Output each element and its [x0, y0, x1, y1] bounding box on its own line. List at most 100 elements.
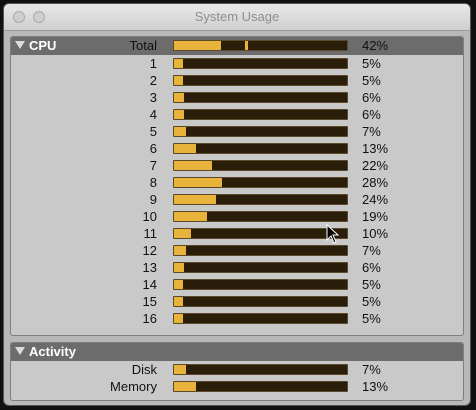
cpu-core-label: 9: [149, 192, 157, 207]
cpu-core-label: 1: [149, 56, 157, 71]
cpu-core-usage-bar: [173, 211, 348, 222]
cpu-core-row: 4 6%: [11, 106, 463, 123]
cpu-core-usage-bar-fill: [174, 263, 185, 272]
cpu-core-percent: 5%: [362, 73, 381, 88]
cpu-core-row: 3 6%: [11, 89, 463, 106]
cpu-section-header[interactable]: CPU Total 42%: [11, 37, 463, 55]
cpu-core-label: 13: [142, 260, 157, 275]
activity-memory-row: Memory 13%: [11, 378, 463, 395]
cpu-core-usage-bar: [173, 143, 348, 154]
cpu-core-usage-bar-fill: [174, 280, 183, 289]
cpu-core-percent: 5%: [362, 277, 381, 292]
cpu-core-usage-bar: [173, 58, 348, 69]
activity-section-title: Activity: [29, 344, 76, 359]
cpu-core-usage-bar: [173, 296, 348, 307]
cpu-core-percent: 7%: [362, 124, 381, 139]
cpu-core-label: 4: [149, 107, 157, 122]
cpu-core-label: 8: [149, 175, 157, 190]
cpu-core-usage-bar-fill: [174, 212, 207, 221]
cpu-core-row: 12 7%: [11, 242, 463, 259]
cpu-core-row: 14 5%: [11, 276, 463, 293]
cpu-core-row: 8 28%: [11, 174, 463, 191]
cpu-core-row: 5 7%: [11, 123, 463, 140]
cpu-core-usage-bar: [173, 279, 348, 290]
cpu-core-percent: 22%: [362, 158, 389, 173]
system-usage-window: System Usage CPU Total 42% 1 5% 2 5% 3 6% 4 6% 5…: [3, 3, 471, 406]
cpu-core-label: 16: [142, 311, 157, 326]
cpu-core-row: 6 13%: [11, 140, 463, 157]
activity-disk-usage-bar-fill: [174, 365, 187, 374]
cpu-core-usage-bar: [173, 109, 348, 120]
cpu-section-title: CPU: [29, 38, 57, 53]
cpu-core-label: 5: [149, 124, 157, 139]
activity-memory-usage-bar: [173, 381, 348, 392]
cpu-core-percent: 5%: [362, 56, 381, 71]
cpu-core-row: 1 5%: [11, 55, 463, 72]
cpu-core-usage-bar: [173, 126, 348, 137]
cpu-core-label: 12: [142, 243, 157, 258]
cpu-total-bar-fill: [174, 41, 221, 50]
cpu-core-label: 6: [149, 141, 157, 156]
cpu-core-usage-bar: [173, 262, 348, 273]
cpu-total-percent: 42%: [362, 38, 389, 53]
cpu-core-usage-bar-fill: [174, 314, 183, 323]
cpu-core-label: 11: [143, 226, 158, 241]
cpu-core-list: 1 5% 2 5% 3 6% 4 6% 5 7% 6 13% 7 22% 8 28% 9 24% 10 19% 11 10…: [11, 55, 463, 327]
cpu-total-label: Total: [129, 38, 157, 53]
cpu-core-usage-bar-fill: [174, 246, 187, 255]
cpu-core-row: 10 19%: [11, 208, 463, 225]
window-title: System Usage: [194, 9, 280, 24]
cpu-core-usage-bar-fill: [174, 229, 192, 238]
activity-memory-label: Memory: [110, 379, 157, 394]
cpu-core-label: 7: [149, 158, 157, 173]
cpu-core-usage-bar: [173, 92, 348, 103]
cpu-core-label: 15: [142, 294, 157, 309]
cpu-core-percent: 13%: [362, 141, 389, 156]
cpu-total-bar: [173, 40, 348, 51]
cpu-core-usage-bar: [173, 177, 348, 188]
cpu-core-usage-bar-fill: [174, 195, 216, 204]
cpu-core-row: 11 10%: [11, 225, 463, 242]
activity-disk-label: Disk: [131, 362, 157, 377]
minimize-window-button[interactable]: [33, 11, 45, 23]
cpu-core-percent: 5%: [362, 294, 381, 309]
disclosure-triangle-icon[interactable]: [15, 41, 25, 49]
cpu-core-usage-bar-fill: [174, 76, 183, 85]
cpu-core-row: 2 5%: [11, 72, 463, 89]
activity-disk-usage-bar: [173, 364, 348, 375]
activity-list: Disk 7% Memory 13%: [11, 361, 463, 395]
title-bar[interactable]: System Usage: [4, 4, 470, 31]
cpu-panel: CPU Total 42% 1 5% 2 5% 3 6% 4 6% 5 7% 6 13% 7 22% 8 28…: [10, 36, 464, 336]
cpu-core-usage-bar: [173, 194, 348, 205]
cpu-core-usage-bar-fill: [174, 93, 185, 102]
mouse-pointer-icon: [326, 224, 340, 244]
cpu-core-percent: 6%: [362, 260, 381, 275]
activity-section-header[interactable]: Activity: [11, 343, 463, 361]
cpu-core-percent: 24%: [362, 192, 389, 207]
cpu-core-label: 2: [149, 73, 157, 88]
cpu-core-label: 10: [142, 209, 157, 224]
cpu-core-row: 13 6%: [11, 259, 463, 276]
cpu-core-usage-bar-fill: [174, 178, 223, 187]
activity-memory-usage-bar-fill: [174, 382, 197, 391]
cpu-core-usage-bar-fill: [174, 144, 197, 153]
cpu-core-usage-bar: [173, 228, 348, 239]
cpu-core-percent: 6%: [362, 90, 381, 105]
cpu-core-percent: 28%: [362, 175, 389, 190]
cpu-total-peak-marker: [244, 41, 248, 50]
disclosure-triangle-icon[interactable]: [15, 347, 25, 355]
cpu-core-row: 9 24%: [11, 191, 463, 208]
cpu-core-usage-bar: [173, 160, 348, 171]
activity-panel: Activity Disk 7% Memory 13%: [10, 342, 464, 401]
cpu-core-row: 15 5%: [11, 293, 463, 310]
cpu-core-usage-bar-fill: [174, 110, 185, 119]
cpu-core-usage-bar: [173, 75, 348, 86]
cpu-core-label: 14: [142, 277, 157, 292]
cpu-core-percent: 5%: [362, 311, 381, 326]
cpu-core-usage-bar-fill: [174, 297, 183, 306]
cpu-core-usage-bar: [173, 245, 348, 256]
activity-disk-row: Disk 7%: [11, 361, 463, 378]
cpu-core-percent: 6%: [362, 107, 381, 122]
cpu-core-percent: 10%: [362, 226, 389, 241]
close-window-button[interactable]: [13, 11, 25, 23]
